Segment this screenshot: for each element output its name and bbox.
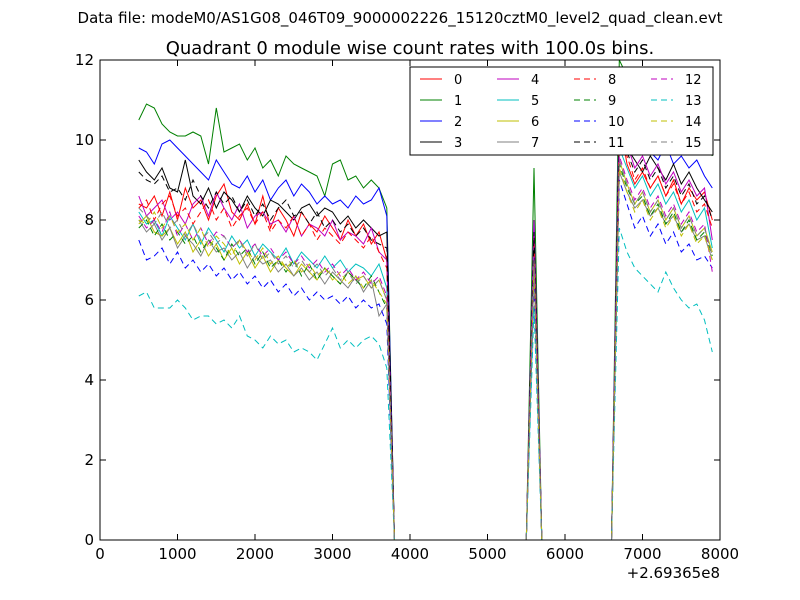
data-file-label: Data file: modeM0/AS1G08_046T09_90000022… bbox=[78, 9, 723, 28]
x-tick-label: 4000 bbox=[391, 545, 429, 563]
legend-label-13: 13 bbox=[685, 94, 702, 109]
legend-label-9: 9 bbox=[608, 94, 616, 109]
y-tick-label: 2 bbox=[84, 451, 94, 469]
chart-title: Quadrant 0 module wise count rates with … bbox=[166, 38, 655, 59]
legend-label-6: 6 bbox=[531, 115, 539, 130]
y-tick-label: 0 bbox=[84, 531, 94, 549]
x-tick-label: 3000 bbox=[313, 545, 351, 563]
series-line-8 bbox=[138, 135, 713, 540]
x-tick-label: 6000 bbox=[546, 545, 584, 563]
series-layer bbox=[138, 60, 713, 540]
series-line-1 bbox=[138, 60, 713, 540]
legend-label-8: 8 bbox=[608, 73, 616, 88]
series-line-13 bbox=[138, 227, 713, 540]
legend-label-7: 7 bbox=[531, 136, 539, 151]
legend-label-5: 5 bbox=[531, 94, 539, 109]
x-tick-label: 5000 bbox=[468, 545, 506, 563]
legend-label-15: 15 bbox=[685, 136, 702, 151]
y-tick-label: 6 bbox=[84, 291, 94, 309]
legend-label-12: 12 bbox=[685, 73, 702, 88]
series-line-14 bbox=[138, 167, 713, 540]
x-tick-label: 7000 bbox=[623, 545, 661, 563]
x-tick-label: 0 bbox=[95, 545, 105, 563]
y-tick-label: 8 bbox=[84, 211, 94, 229]
legend-label-0: 0 bbox=[454, 73, 462, 88]
legend-label-2: 2 bbox=[454, 115, 462, 130]
x-tick-label: 1000 bbox=[158, 545, 196, 563]
series-line-11 bbox=[138, 127, 713, 540]
ticks-layer: 0 1000 2000 3000 4000 5000 6000 7000 80000246810… bbox=[75, 51, 739, 563]
legend-label-3: 3 bbox=[454, 136, 462, 151]
legend-label-1: 1 bbox=[454, 94, 462, 109]
y-tick-label: 4 bbox=[84, 371, 94, 389]
x-offset-label: +2.69365e8 bbox=[627, 564, 720, 582]
x-tick-label: 8000 bbox=[701, 545, 739, 563]
legend-label-4: 4 bbox=[531, 73, 539, 88]
legend-label-10: 10 bbox=[608, 115, 625, 130]
series-line-12 bbox=[138, 155, 713, 540]
legend-label-14: 14 bbox=[685, 115, 702, 130]
y-tick-label: 10 bbox=[75, 131, 94, 149]
legend-frame bbox=[409, 66, 714, 156]
x-tick-label: 2000 bbox=[236, 545, 274, 563]
y-tick-label: 12 bbox=[75, 51, 94, 69]
legend-label-11: 11 bbox=[608, 136, 625, 151]
series-line-15 bbox=[138, 159, 713, 540]
